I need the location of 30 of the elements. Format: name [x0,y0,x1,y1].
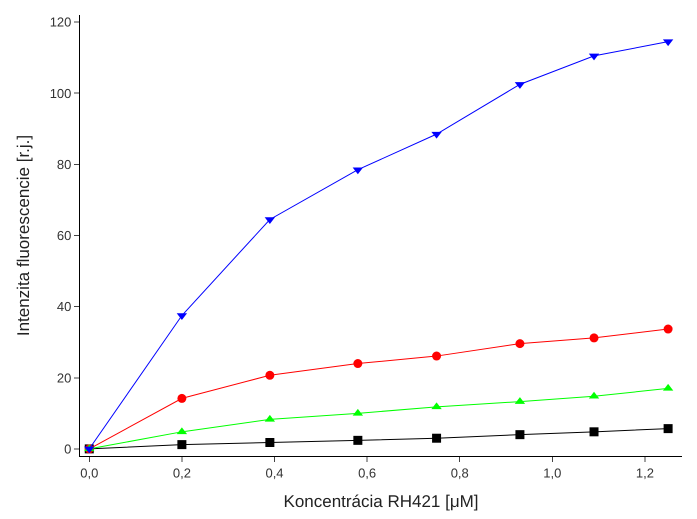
y-tick-label: 80 [56,156,72,172]
point [353,359,362,368]
x-tick-label: 0,8 [450,466,469,481]
point [177,440,186,450]
point [590,427,599,436]
point [664,424,673,434]
point [265,438,274,447]
point [664,324,673,334]
y-tick-label: 60 [56,228,72,244]
y-tick-label: 40 [56,299,72,314]
y-axis-title: Intenzita fluorescencie [r.j.] [14,134,34,336]
point [515,430,524,440]
x-tick-label: 1,2 [636,466,654,481]
x-axis-title: Koncentrácia RH421 [μM] [284,492,478,511]
x-tick-label: 0,0 [80,466,98,481]
y-tick-label: 20 [56,370,72,386]
point [515,339,524,348]
y-tick-label: 100 [50,86,72,101]
point [432,434,442,443]
point [177,394,186,403]
point [432,352,442,361]
point [265,370,274,380]
x-tick-label: 0,4 [265,466,284,481]
y-tick-label: 0 [64,441,72,456]
point [590,333,599,342]
x-tick-label: 1,0 [543,466,562,481]
x-tick-label: 0,2 [172,466,191,481]
y-tick-label: 120 [50,14,72,30]
x-tick-label: 0,6 [358,466,376,481]
point [353,436,362,445]
